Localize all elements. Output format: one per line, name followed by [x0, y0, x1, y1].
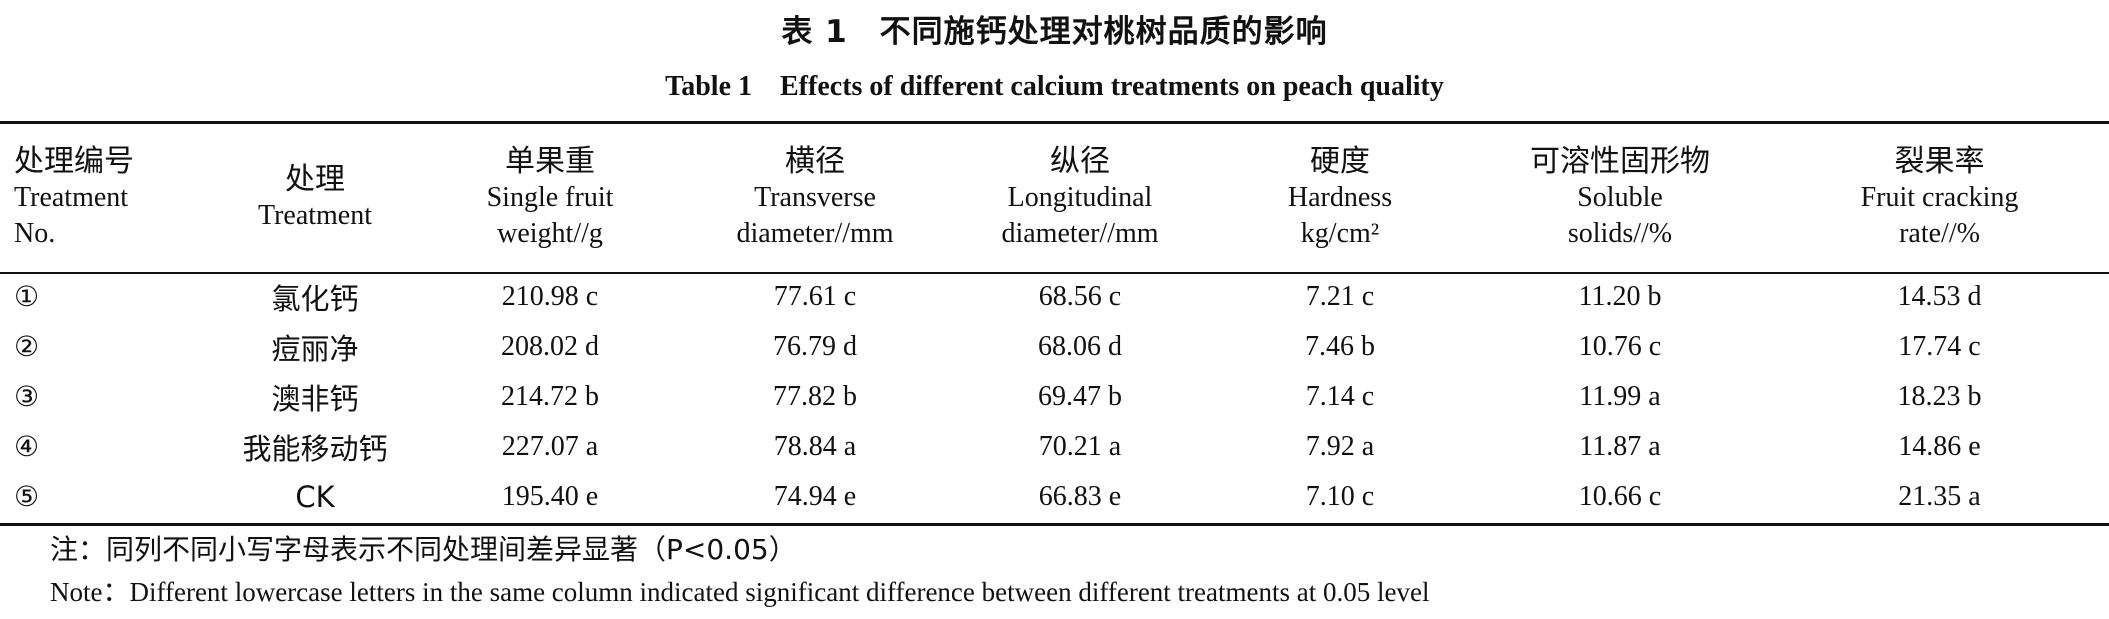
cell-transverse-diameter: 77.61 c [773, 281, 857, 312]
cell-longitudinal-diameter: 68.56 c [1038, 281, 1122, 312]
cell-fruit-cracking-rate: 17.74 c [1898, 331, 1981, 362]
cell-hardness: 7.92 a [1305, 431, 1375, 462]
cell-treatment: CK [295, 480, 335, 514]
header-rule [0, 272, 2109, 274]
cell-soluble-solids: 11.87 a [1579, 431, 1661, 462]
cell-single-fruit-weight: 208.02 d [501, 331, 599, 362]
header-treatment: 处理 Treatment [257, 162, 373, 231]
cell-soluble-solids: 10.76 c [1578, 331, 1662, 362]
quality-table: 处理编号 Treatment No. 处理 Treatment 单果重 Sing… [0, 124, 2109, 522]
cell-hardness: 7.14 c [1305, 381, 1375, 412]
cell-single-fruit-weight: 214.72 b [501, 381, 599, 412]
cell-single-fruit-weight: 210.98 c [501, 281, 599, 312]
cell-treatment-no: ② [14, 332, 40, 363]
table-row: ③ 澳非钙 214.72 b 77.82 b 69.47 b 7.14 c 11… [0, 372, 2109, 422]
cell-treatment: 澳非钙 [271, 382, 359, 416]
cell-fruit-cracking-rate: 14.53 d [1897, 281, 1982, 312]
cell-longitudinal-diameter: 69.47 b [1038, 381, 1122, 412]
header-hardness: 硬度 Hardness kg/cm² [1287, 144, 1393, 249]
bottom-rule [0, 523, 2109, 526]
cell-hardness: 7.46 b [1305, 331, 1375, 362]
cell-treatment: 我能移动钙 [242, 432, 388, 466]
cell-treatment-no: ⑤ [14, 482, 40, 513]
cell-treatment-no: ④ [14, 432, 40, 463]
cell-hardness: 7.10 c [1305, 481, 1375, 512]
cell-treatment-no: ① [14, 282, 40, 313]
header-longitudinal-diameter: 纵径 Longitudinal diameter//mm [1001, 144, 1159, 249]
table-row: ① 氯化钙 210.98 c 77.61 c 68.56 c 7.21 c 11… [0, 272, 2109, 322]
top-rule [0, 121, 2109, 124]
header-fruit-cracking-rate: 裂果率 Fruit cracking rate//% [1860, 144, 2019, 249]
cell-soluble-solids: 10.66 c [1578, 481, 1662, 512]
cell-soluble-solids: 11.20 b [1578, 281, 1662, 312]
table-row: ⑤ CK 195.40 e 74.94 e 66.83 e 7.10 c 10.… [0, 472, 2109, 522]
header-treatment-no: 处理编号 Treatment No. [14, 144, 134, 249]
cell-treatment-no: ③ [14, 382, 40, 413]
table-title-en: Table 1 Effects of different calcium tre… [665, 71, 1444, 102]
cell-transverse-diameter: 76.79 d [773, 331, 857, 362]
cell-fruit-cracking-rate: 21.35 a [1898, 481, 1981, 512]
cell-transverse-diameter: 77.82 b [773, 381, 857, 412]
table-row: ④ 我能移动钙 227.07 a 78.84 a 70.21 a 7.92 a … [0, 422, 2109, 472]
cell-single-fruit-weight: 195.40 e [501, 481, 599, 512]
table-row: ② 痘丽净 208.02 d 76.79 d 68.06 d 7.46 b 10… [0, 322, 2109, 372]
table-note-en: Note：Different lowercase letters in the … [50, 577, 1430, 607]
table-title-cn: 表 1 不同施钙处理对桃树品质的影响 [781, 14, 1328, 50]
cell-single-fruit-weight: 227.07 a [501, 431, 599, 462]
cell-treatment: 氯化钙 [271, 282, 359, 316]
header-single-fruit-weight: 单果重 Single fruit weight//g [486, 144, 614, 249]
cell-treatment: 痘丽净 [271, 332, 359, 366]
header-soluble-solids: 可溶性固形物 Soluble solids//% [1530, 144, 1710, 249]
header-row: 处理编号 Treatment No. 处理 Treatment 单果重 Sing… [0, 124, 2109, 272]
cell-soluble-solids: 11.99 a [1579, 381, 1661, 412]
cell-fruit-cracking-rate: 18.23 b [1897, 381, 1982, 412]
table-note-cn: 注：同列不同小写字母表示不同处理间差异显著（P<0.05） [50, 533, 797, 566]
cell-longitudinal-diameter: 68.06 d [1038, 331, 1122, 362]
header-transverse-diameter: 横径 Transverse diameter//mm [736, 144, 894, 249]
cell-transverse-diameter: 78.84 a [773, 431, 857, 462]
cell-longitudinal-diameter: 66.83 e [1038, 481, 1122, 512]
cell-hardness: 7.21 c [1305, 281, 1375, 312]
cell-fruit-cracking-rate: 14.86 e [1898, 431, 1981, 462]
cell-longitudinal-diameter: 70.21 a [1038, 431, 1122, 462]
cell-transverse-diameter: 74.94 e [773, 481, 857, 512]
